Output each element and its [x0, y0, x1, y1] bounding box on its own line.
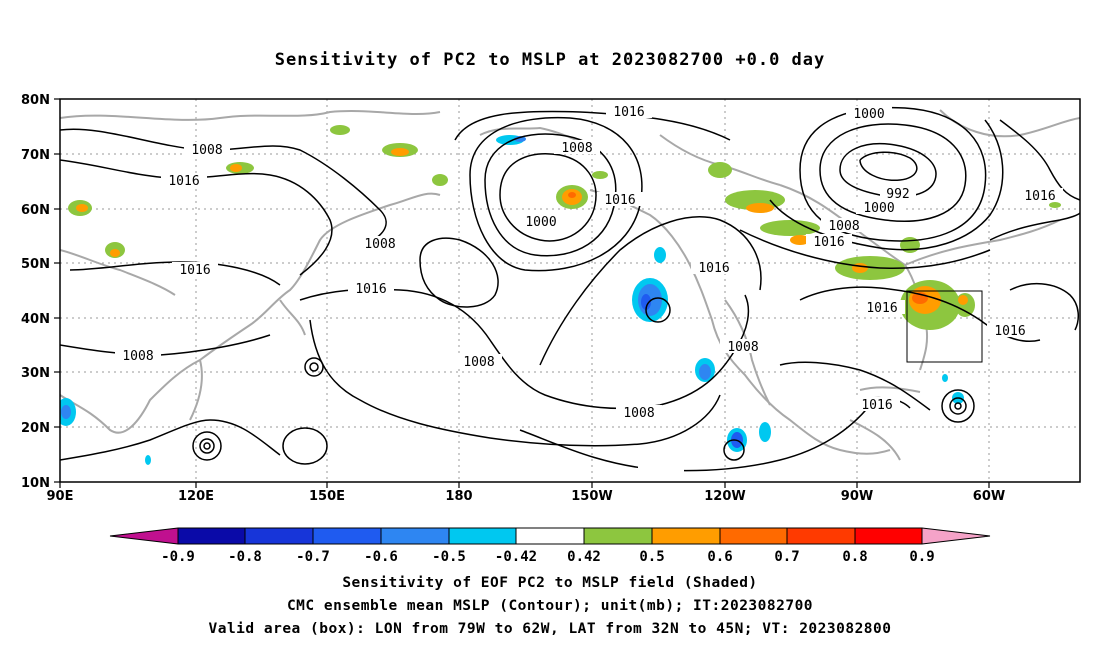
colorbar-swatch	[245, 528, 313, 544]
colorbar-swatch	[855, 528, 922, 544]
colorbar-left-arrow	[110, 528, 178, 544]
lon-label-150w: 150W	[571, 489, 612, 504]
axis-ticks	[54, 98, 990, 488]
contour-label: 1016	[613, 105, 644, 120]
lat-label-80n: 80N	[21, 93, 50, 108]
contour-label: 1016	[866, 301, 897, 316]
colorbar-label: 0.9	[909, 549, 934, 565]
colorbar-label: -0.7	[296, 549, 330, 565]
colorbar: -0.9 -0.8 -0.7 -0.6 -0.5 -0.42 0.42 0.5 …	[109, 527, 991, 565]
contour-label: 1008	[727, 340, 758, 355]
contour-label: 1016	[813, 235, 844, 250]
lat-label-20n: 20N	[21, 421, 50, 436]
contour-label: 1016	[179, 263, 210, 278]
caption-shading: Sensitivity of EOF PC2 to MSLP field (Sh…	[342, 575, 758, 591]
contour-label: 1016	[861, 398, 892, 413]
colorbar-label: -0.6	[364, 549, 398, 565]
contour-label: 1008	[828, 219, 859, 234]
contour-label: 1016	[168, 174, 199, 189]
colorbar-label: -0.8	[228, 549, 262, 565]
lat-label-70n: 70N	[21, 148, 50, 163]
colorbar-right-arrow	[922, 528, 990, 544]
colorbar-label: -0.42	[495, 549, 537, 565]
lon-label-90w: 90W	[841, 489, 873, 504]
colorbar-swatch	[652, 528, 720, 544]
contour-label: 1016	[604, 193, 635, 208]
contour-label: 1008	[364, 237, 395, 252]
colorbar-swatch	[381, 528, 449, 544]
lat-label-40n: 40N	[21, 312, 50, 327]
contour-label: 992	[886, 187, 909, 202]
colorbar-swatch	[787, 528, 855, 544]
contour-label: 1008	[122, 349, 153, 364]
lon-label-90e: 90E	[47, 489, 74, 504]
contour-label: 1016	[1024, 189, 1055, 204]
colorbar-label: 0.42	[567, 549, 601, 565]
lat-label-50n: 50N	[21, 257, 50, 272]
colorbar-swatch	[720, 528, 787, 544]
lon-label-60w: 60W	[973, 489, 1005, 504]
contour-label: 1000	[863, 201, 894, 216]
colorbar-label: 0.7	[774, 549, 799, 565]
valid-area-box	[906, 290, 983, 363]
map-frame	[59, 98, 1081, 483]
colorbar-label: 0.5	[639, 549, 664, 565]
colorbar-label: -0.9	[161, 549, 195, 565]
contour-label: 1000	[853, 107, 884, 122]
colorbar-label: 0.8	[842, 549, 867, 565]
contour-label: 1008	[463, 355, 494, 370]
colorbar-label: -0.5	[432, 549, 466, 565]
contour-label: 1016	[355, 282, 386, 297]
contour-label: 1016	[994, 324, 1025, 339]
lon-label-150e: 150E	[309, 489, 345, 504]
lat-label-10n: 10N	[21, 476, 50, 491]
colorbar-swatch	[313, 528, 381, 544]
caption-contour: CMC ensemble mean MSLP (Contour); unit(m…	[286, 598, 814, 614]
contour-label: 1008	[191, 143, 222, 158]
colorbar-label: 0.6	[707, 549, 732, 565]
contour-label: 1008	[561, 141, 592, 156]
colorbar-swatch	[178, 528, 245, 544]
contour-label: 1000	[525, 215, 556, 230]
lon-label-120e: 120E	[178, 489, 214, 504]
lon-label-180: 180	[445, 489, 472, 504]
colorbar-swatch	[584, 528, 652, 544]
colorbar-swatch	[516, 528, 584, 544]
colorbar-swatch	[449, 528, 516, 544]
lat-label-60n: 60N	[21, 203, 50, 218]
lat-label-30n: 30N	[21, 366, 50, 381]
contour-label: 1008	[623, 406, 654, 421]
contour-label: 1016	[698, 261, 729, 276]
map-title: Sensitivity of PC2 to MSLP at 2023082700…	[274, 50, 826, 70]
caption-valid-area: Valid area (box): LON from 79W to 62W, L…	[208, 621, 892, 637]
lon-label-120w: 120W	[704, 489, 745, 504]
